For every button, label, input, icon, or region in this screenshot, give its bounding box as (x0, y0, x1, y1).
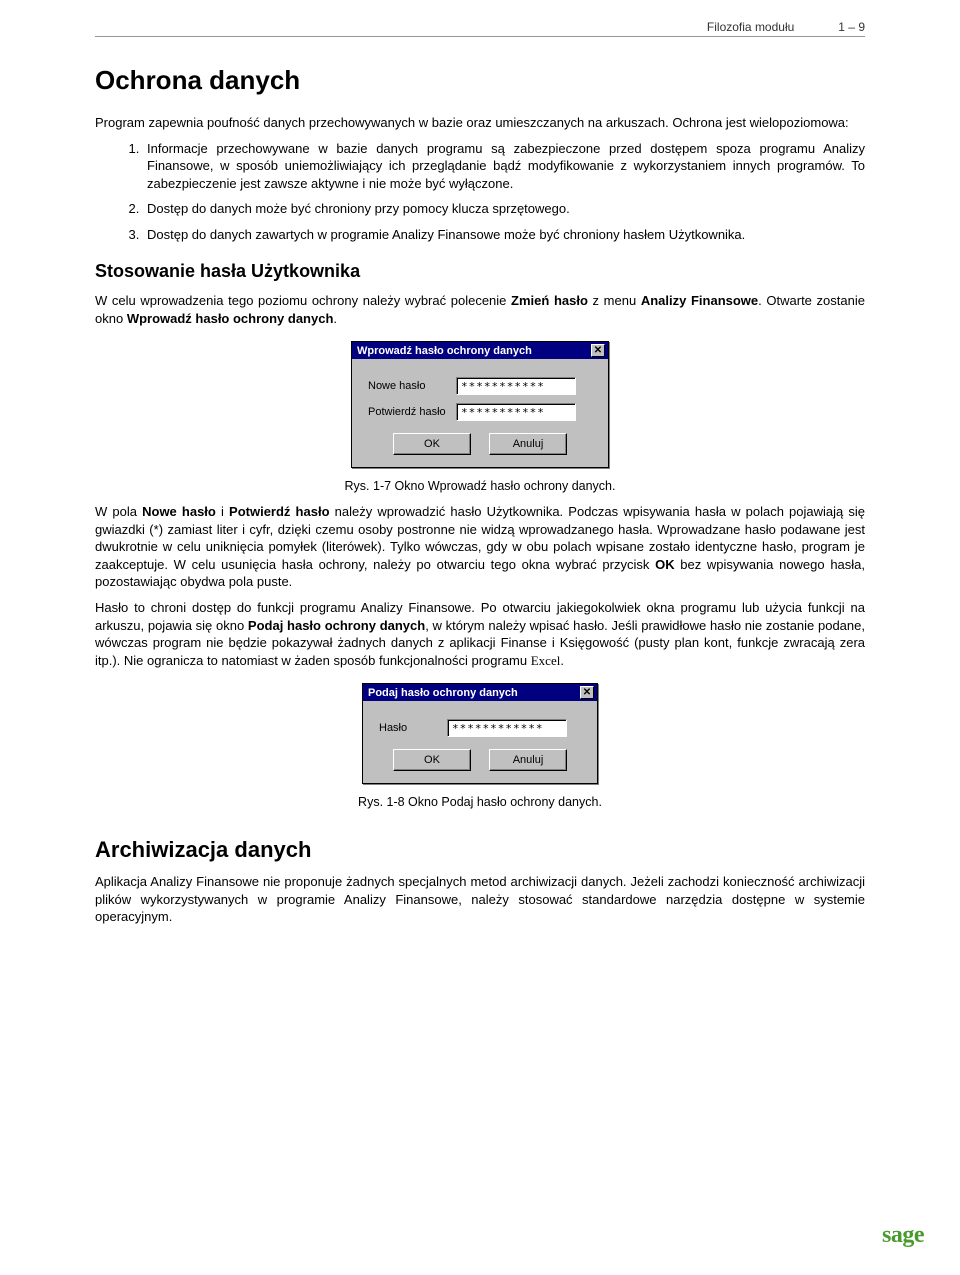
intro-paragraph: Program zapewnia poufność danych przecho… (95, 114, 865, 132)
dialog-title: Podaj hasło ochrony danych (368, 687, 518, 699)
body-paragraph: Hasło to chroni dostęp do funkcji progra… (95, 599, 865, 669)
header-section: Filozofia modułu (707, 20, 794, 34)
text-bold: Wprowadź hasło ochrony danych (127, 311, 334, 326)
text-run: . (333, 311, 337, 326)
page-title: Ochrona danych (95, 65, 865, 96)
text-bold: Analizy Finansowe (641, 293, 758, 308)
list-item: Dostęp do danych może być chroniony przy… (143, 200, 865, 218)
field-label: Hasło (379, 722, 439, 734)
text-run: W pola (95, 504, 142, 519)
dialog-titlebar[interactable]: Wprowadź hasło ochrony danych ✕ (352, 342, 608, 359)
dialog-title: Wprowadź hasło ochrony danych (357, 345, 532, 357)
text-bold: Podaj hasło ochrony danych (248, 618, 425, 633)
cancel-button[interactable]: Anuluj (489, 749, 567, 771)
text-bold: Zmień hasło (511, 293, 588, 308)
field-label: Nowe hasło (368, 380, 448, 392)
close-icon[interactable]: ✕ (591, 344, 605, 357)
text-run: W celu wprowadzenia tego poziomu ochrony… (95, 293, 511, 308)
header-page-number: 1 – 9 (838, 20, 865, 34)
cancel-button[interactable]: Anuluj (489, 433, 567, 455)
dialog-enter-password: Wprowadź hasło ochrony danych ✕ Nowe has… (351, 341, 609, 468)
numbered-list: Informacje przechowywane w bazie danych … (95, 140, 865, 244)
text-bold: Nowe hasło (142, 504, 216, 519)
close-icon[interactable]: ✕ (580, 686, 594, 699)
body-paragraph: W pola Nowe hasło i Potwierdź hasło nale… (95, 503, 865, 591)
dialog-row: Hasło ************ (379, 719, 581, 737)
body-paragraph: W celu wprowadzenia tego poziomu ochrony… (95, 292, 865, 327)
dialog-row: Nowe hasło *********** (368, 377, 592, 395)
list-item: Dostęp do danych zawartych w programie A… (143, 226, 865, 244)
text-bold: OK (655, 557, 675, 572)
text-run: i (216, 504, 229, 519)
dialog-row: Potwierdź hasło *********** (368, 403, 592, 421)
text-bold: Potwierdź hasło (229, 504, 329, 519)
dialog-titlebar[interactable]: Podaj hasło ochrony danych ✕ (363, 684, 597, 701)
sage-logo: sage (882, 1222, 924, 1249)
section-heading: Stosowanie hasła Użytkownika (95, 261, 865, 282)
body-paragraph: Aplikacja Analizy Finansowe nie proponuj… (95, 873, 865, 926)
text-run: Excel (531, 653, 561, 668)
ok-button[interactable]: OK (393, 433, 471, 455)
section-heading: Archiwizacja danych (95, 837, 865, 863)
new-password-field[interactable]: *********** (456, 377, 576, 395)
page-header: Filozofia modułu 1 – 9 (95, 20, 865, 37)
password-field[interactable]: ************ (447, 719, 567, 737)
field-label: Potwierdź hasło (368, 406, 448, 418)
list-item: Informacje przechowywane w bazie danych … (143, 140, 865, 193)
text-run: z menu (588, 293, 641, 308)
dialog-provide-password: Podaj hasło ochrony danych ✕ Hasło *****… (362, 683, 598, 784)
figure-caption: Rys. 1-7 Okno Wprowadź hasło ochrony dan… (95, 478, 865, 495)
confirm-password-field[interactable]: *********** (456, 403, 576, 421)
figure-caption: Rys. 1-8 Okno Podaj hasło ochrony danych… (95, 794, 865, 811)
text-run: . (560, 653, 564, 668)
ok-button[interactable]: OK (393, 749, 471, 771)
